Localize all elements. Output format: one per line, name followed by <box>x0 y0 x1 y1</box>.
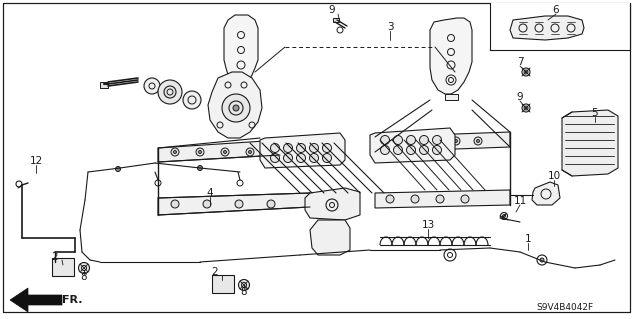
Circle shape <box>171 148 179 156</box>
Circle shape <box>411 195 419 203</box>
Text: 1: 1 <box>525 234 531 244</box>
Circle shape <box>310 144 319 152</box>
Circle shape <box>246 148 254 156</box>
Circle shape <box>203 200 211 208</box>
Polygon shape <box>235 87 247 93</box>
Circle shape <box>454 139 458 143</box>
Circle shape <box>296 153 305 162</box>
Circle shape <box>239 279 250 291</box>
Bar <box>52 258 74 276</box>
Polygon shape <box>375 190 510 208</box>
Polygon shape <box>532 182 560 205</box>
Circle shape <box>284 153 292 162</box>
Polygon shape <box>375 132 510 152</box>
Circle shape <box>406 136 415 145</box>
Circle shape <box>386 137 394 145</box>
Circle shape <box>198 151 202 153</box>
Bar <box>333 18 339 22</box>
Text: 9: 9 <box>516 92 524 102</box>
Circle shape <box>419 145 429 154</box>
Circle shape <box>388 139 392 143</box>
Text: 2: 2 <box>52 252 58 262</box>
Polygon shape <box>445 94 458 100</box>
Polygon shape <box>305 188 360 220</box>
Text: 5: 5 <box>592 108 598 118</box>
Text: 13: 13 <box>421 220 435 230</box>
Circle shape <box>173 151 177 153</box>
Polygon shape <box>510 16 584 40</box>
Circle shape <box>540 258 544 262</box>
Circle shape <box>196 148 204 156</box>
Circle shape <box>79 263 90 273</box>
Polygon shape <box>10 288 62 312</box>
Circle shape <box>158 80 182 104</box>
Circle shape <box>310 153 319 162</box>
Circle shape <box>433 145 442 154</box>
Circle shape <box>171 200 179 208</box>
Circle shape <box>433 136 442 145</box>
Circle shape <box>410 139 413 143</box>
Circle shape <box>271 144 280 152</box>
Text: 8: 8 <box>81 272 87 282</box>
Text: 6: 6 <box>553 5 559 15</box>
Polygon shape <box>208 72 262 138</box>
Polygon shape <box>158 140 280 162</box>
Circle shape <box>144 78 160 94</box>
Circle shape <box>474 137 482 145</box>
Text: FR.: FR. <box>61 295 83 305</box>
Circle shape <box>408 137 416 145</box>
Text: 12: 12 <box>29 156 43 166</box>
Text: 7: 7 <box>516 57 524 67</box>
Polygon shape <box>224 15 258 87</box>
Text: 8: 8 <box>241 287 247 297</box>
Circle shape <box>323 153 332 162</box>
Polygon shape <box>490 3 630 50</box>
Bar <box>100 82 108 88</box>
Circle shape <box>419 136 429 145</box>
Circle shape <box>386 195 394 203</box>
Circle shape <box>524 106 528 110</box>
Circle shape <box>271 153 280 162</box>
Text: 10: 10 <box>547 171 561 181</box>
Polygon shape <box>158 193 310 215</box>
Polygon shape <box>370 128 455 163</box>
Circle shape <box>436 195 444 203</box>
Circle shape <box>406 145 415 154</box>
Circle shape <box>296 144 305 152</box>
Circle shape <box>323 144 332 152</box>
Circle shape <box>524 70 528 74</box>
Text: 11: 11 <box>513 196 527 206</box>
Circle shape <box>183 91 201 109</box>
Circle shape <box>235 200 243 208</box>
Circle shape <box>477 139 479 143</box>
Circle shape <box>502 214 506 218</box>
Circle shape <box>267 200 275 208</box>
Circle shape <box>452 137 460 145</box>
Circle shape <box>221 148 229 156</box>
Circle shape <box>461 195 469 203</box>
Circle shape <box>222 94 250 122</box>
Polygon shape <box>310 220 350 255</box>
Polygon shape <box>430 18 472 94</box>
Text: 4: 4 <box>207 188 213 198</box>
Text: 3: 3 <box>387 22 394 32</box>
Circle shape <box>284 144 292 152</box>
Circle shape <box>381 145 390 154</box>
Bar <box>212 275 234 293</box>
Circle shape <box>223 151 227 153</box>
Polygon shape <box>260 133 345 168</box>
Circle shape <box>381 136 390 145</box>
Text: S9V4B4042F: S9V4B4042F <box>536 302 593 311</box>
Circle shape <box>394 145 403 154</box>
Circle shape <box>115 167 120 172</box>
Polygon shape <box>562 110 618 176</box>
Circle shape <box>430 137 438 145</box>
Circle shape <box>198 166 202 170</box>
Circle shape <box>433 139 435 143</box>
Circle shape <box>233 105 239 111</box>
Circle shape <box>248 151 252 153</box>
Circle shape <box>394 136 403 145</box>
Text: 2: 2 <box>212 267 218 277</box>
Text: 9: 9 <box>329 5 335 15</box>
